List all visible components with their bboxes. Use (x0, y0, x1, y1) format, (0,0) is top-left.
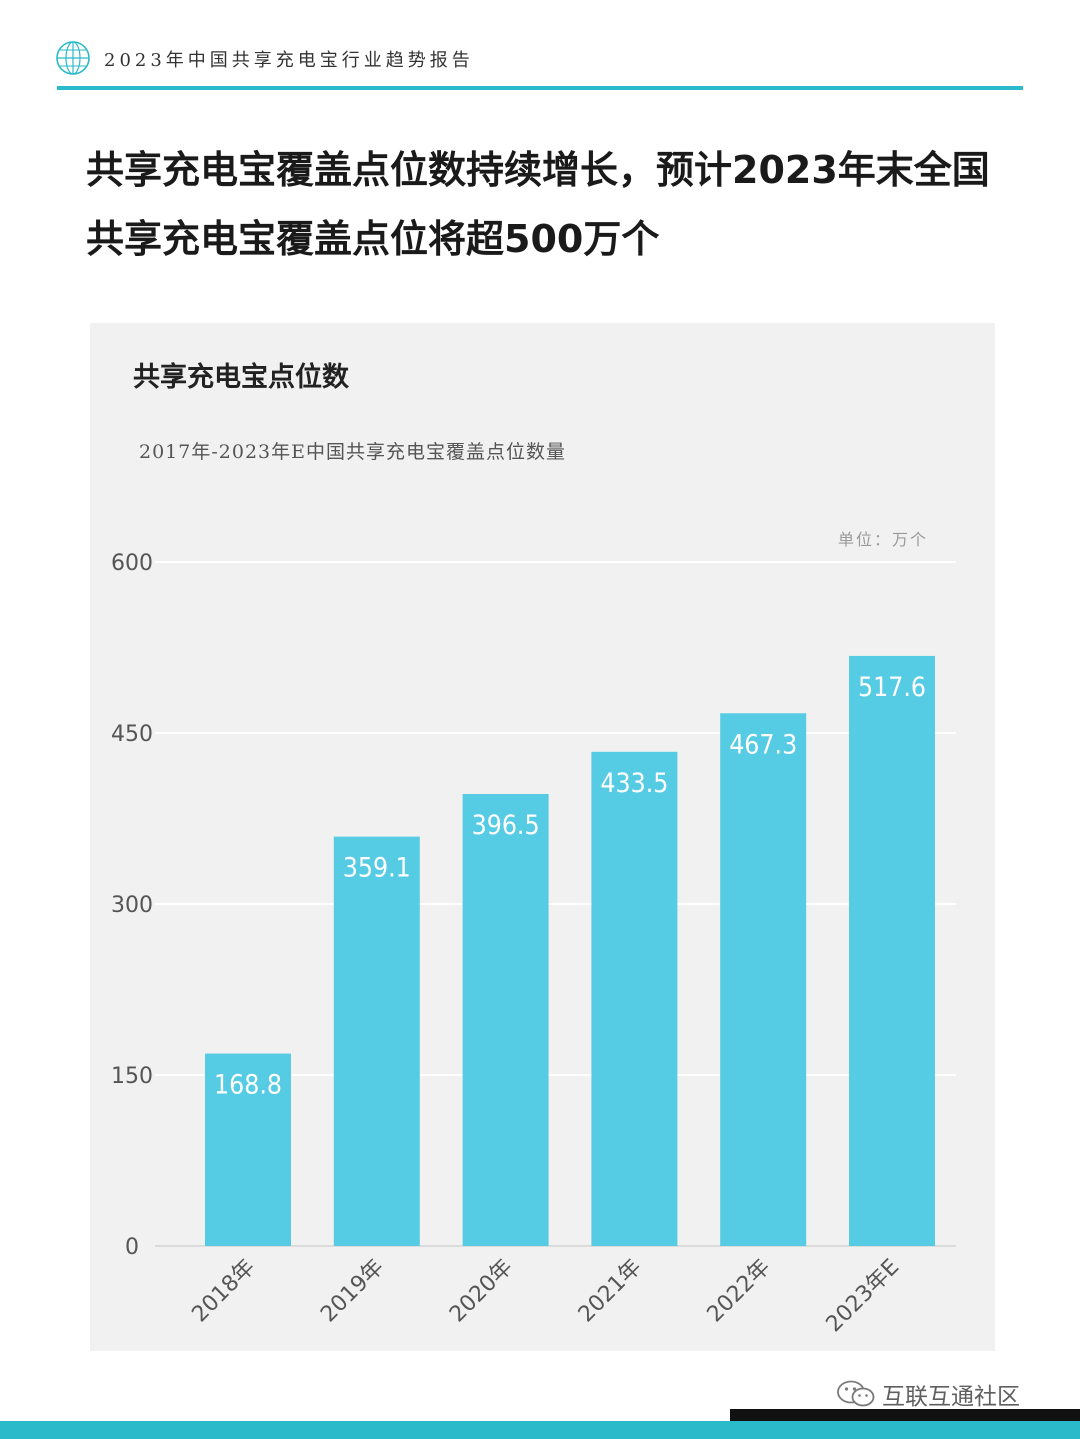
globe-icon (56, 41, 90, 75)
x-tick-label: 2021年 (574, 1255, 647, 1328)
bar (591, 751, 678, 1246)
y-tick-label: 600 (111, 551, 153, 576)
report-title: 2023年中国共享充电宝行业趋势报告 (104, 50, 474, 71)
bar (205, 1053, 291, 1246)
watermark-text: 互联互通社区 (882, 1384, 1020, 1410)
watermark: 互联互通社区 (836, 1374, 1020, 1414)
bar-value-label: 517.6 (858, 672, 926, 703)
y-tick-label: 450 (111, 722, 153, 747)
bar-value-label: 433.5 (600, 768, 668, 799)
chart-title: 共享充电宝点位数 (133, 362, 349, 393)
unit-label: 单位：万个 (838, 530, 929, 549)
bar (333, 836, 420, 1246)
footer-accent (730, 1409, 1080, 1421)
x-tick-label: 2023年E (822, 1255, 905, 1338)
bar (849, 655, 935, 1246)
bar (720, 713, 807, 1246)
y-tick-label: 300 (111, 893, 153, 918)
bar-value-label: 396.5 (472, 810, 540, 841)
x-tick-label: 2019年 (316, 1255, 389, 1328)
page-headline: 共享充电宝覆盖点位数持续增长，预计2023年末全国共享充电宝覆盖点位将超500万… (86, 148, 990, 261)
bar (462, 793, 549, 1246)
chart-subtitle: 2017年-2023年E中国共享充电宝覆盖点位数量 (139, 441, 566, 463)
bar-value-label: 168.8 (214, 1070, 282, 1101)
x-tick-label: 2018年 (187, 1255, 260, 1328)
x-tick-label: 2020年 (445, 1255, 518, 1328)
wechat-icon (837, 1380, 875, 1407)
y-tick-label: 0 (125, 1235, 139, 1260)
header-divider (57, 86, 1023, 90)
bar-value-label: 359.1 (343, 853, 411, 884)
bar-value-label: 467.3 (729, 729, 797, 760)
x-tick-label: 2022年 (703, 1255, 776, 1328)
footer-bar (0, 1421, 1080, 1439)
y-tick-label: 150 (111, 1064, 153, 1089)
